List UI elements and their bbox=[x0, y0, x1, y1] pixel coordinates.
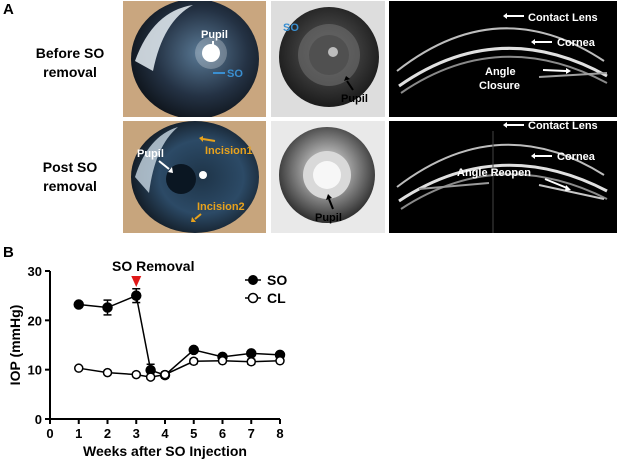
iop-line-chart: 0 10 20 30 0 1 2 3 4 5 6 7 8 SO Removal SO CL IOP (… bbox=[7, 258, 287, 459]
r2-pupil2-label: Pupil bbox=[315, 212, 342, 224]
so-removal-annotation: SO Removal bbox=[112, 258, 194, 287]
row-label-before-line2: removal bbox=[43, 64, 97, 80]
row-label-post-line1: Post SO bbox=[42, 159, 98, 175]
panel-a-letter: A bbox=[3, 1, 14, 18]
x-tick-label: 5 bbox=[190, 426, 197, 441]
y-tick-label: 10 bbox=[28, 363, 42, 378]
data-point-cl bbox=[74, 363, 84, 373]
r1-cornea-label: Cornea bbox=[557, 37, 596, 49]
data-point-cl bbox=[102, 367, 113, 378]
x-tick-label: 3 bbox=[133, 426, 140, 441]
eye-gray-post: Pupil bbox=[271, 121, 385, 233]
x-tick-label: 7 bbox=[248, 426, 255, 441]
row-label-before: Before SO removal bbox=[20, 44, 120, 82]
data-point-so bbox=[73, 299, 84, 310]
data-point-cl bbox=[145, 372, 156, 382]
data-point-cl bbox=[246, 357, 256, 367]
y-ticks: 0 10 20 30 bbox=[28, 264, 50, 427]
y-axis-label: IOP (mmHg) bbox=[7, 305, 23, 386]
x-tick-label: 4 bbox=[161, 426, 169, 441]
data-point-cl bbox=[217, 356, 228, 366]
legend-cl-label: CL bbox=[267, 290, 286, 306]
y-tick-label: 30 bbox=[28, 264, 42, 279]
so-removal-arrow bbox=[131, 276, 142, 287]
x-tick-label: 6 bbox=[219, 426, 226, 441]
y-tick-label: 20 bbox=[28, 313, 42, 328]
r1-pupil-label: Pupil bbox=[201, 29, 228, 41]
r2-cornea-label: Cornea bbox=[557, 151, 596, 163]
data-point-cl bbox=[160, 369, 170, 380]
legend-cl-marker bbox=[247, 292, 259, 304]
data-point-so bbox=[131, 290, 142, 301]
r2-incision2-label: Incision2 bbox=[197, 201, 245, 213]
x-tick-label: 2 bbox=[104, 426, 111, 441]
r2-contact-lens-label: Contact Lens bbox=[528, 121, 598, 132]
y-tick-label: 0 bbox=[35, 412, 42, 427]
r1-closure-label: Closure bbox=[479, 80, 520, 92]
legend-so-label: SO bbox=[267, 272, 287, 288]
panel-b-letter: B bbox=[3, 244, 14, 261]
x-tick-label: 1 bbox=[75, 426, 82, 441]
row-label-post: Post SO removal bbox=[20, 158, 120, 196]
eye-photo-before: Pupil SO bbox=[123, 1, 266, 117]
data-point-so bbox=[188, 344, 199, 356]
r2-incision1-label: Incision1 bbox=[205, 145, 253, 157]
x-tick-label: 0 bbox=[46, 426, 53, 441]
chart-axes bbox=[49, 271, 280, 420]
chart-legend: SO CL bbox=[245, 272, 287, 306]
data-point-cl bbox=[131, 369, 141, 380]
data-point-so bbox=[246, 348, 257, 359]
r1-contact-lens-label: Contact Lens bbox=[528, 12, 598, 24]
data-point-cl bbox=[275, 356, 285, 366]
oct-before: Contact Lens Cornea Angle Closure bbox=[389, 1, 617, 117]
eye-gray-before: SO Pupil bbox=[271, 1, 385, 117]
eye-photo-post: Pupil Incision1 Incision2 bbox=[123, 121, 266, 233]
data-point-cl bbox=[189, 356, 199, 367]
x-ticks: 0 1 2 3 4 5 6 7 8 bbox=[46, 419, 284, 441]
r1-pupil2-label: Pupil bbox=[341, 93, 368, 105]
x-axis-label: Weeks after SO Injection bbox=[83, 443, 247, 459]
data-point-so bbox=[102, 302, 113, 313]
r1-so-label: SO bbox=[227, 68, 243, 80]
row-label-post-line2: removal bbox=[43, 178, 97, 194]
series-layer bbox=[73, 288, 286, 382]
x-tick-label: 8 bbox=[276, 426, 283, 441]
oct-post: Contact Lens Cornea Angle Reopen bbox=[389, 121, 617, 233]
so-removal-label: SO Removal bbox=[112, 258, 194, 274]
r1-angle-label: Angle bbox=[485, 66, 516, 78]
r1-so2-label: SO bbox=[283, 22, 299, 34]
r2-angle-reopen-label: Angle Reopen bbox=[457, 167, 531, 179]
r2-pupil-label: Pupil bbox=[137, 148, 164, 160]
row-label-before-line1: Before SO bbox=[35, 45, 105, 61]
